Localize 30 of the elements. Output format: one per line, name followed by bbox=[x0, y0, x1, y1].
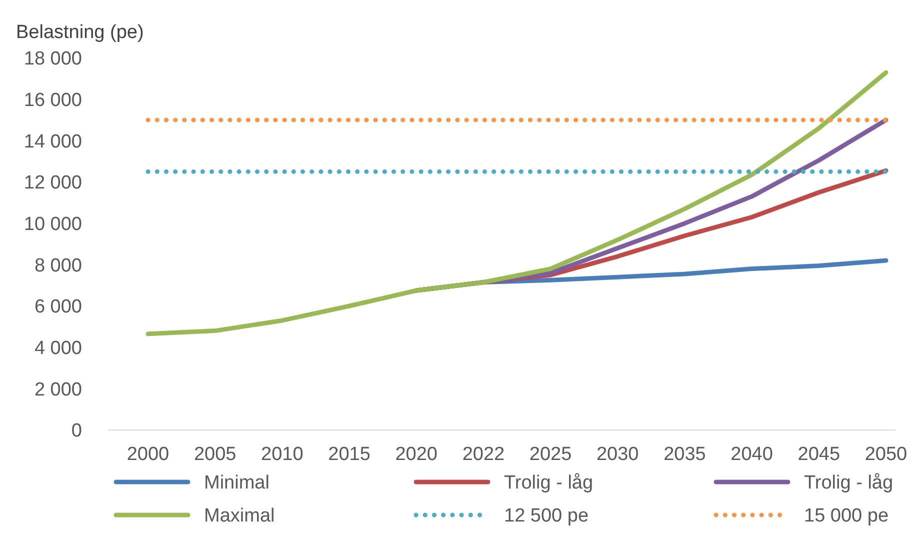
x-tick-label: 2010 bbox=[261, 444, 304, 465]
y-tick-label: 10 000 bbox=[24, 214, 82, 235]
legend-label: Maximal bbox=[204, 506, 275, 527]
x-tick-label: 2040 bbox=[730, 444, 773, 465]
y-tick-label: 8 000 bbox=[34, 255, 82, 276]
x-tick-label: 2045 bbox=[798, 444, 840, 465]
legend-label: 12 500 pe bbox=[504, 506, 589, 527]
y-axis-title: Belastning (pe) bbox=[16, 22, 144, 43]
legend-label: Minimal bbox=[204, 472, 270, 494]
y-tick-label: 4 000 bbox=[34, 338, 82, 359]
x-tick-label: 2005 bbox=[194, 444, 236, 465]
y-tick-label: 2 000 bbox=[34, 379, 82, 400]
x-tick-label: 2000 bbox=[126, 444, 170, 465]
y-tick-label: 0 bbox=[71, 420, 82, 442]
x-tick-label: 2050 bbox=[864, 444, 908, 465]
legend-label: Trolig - låg bbox=[804, 472, 894, 494]
x-tick-label: 2020 bbox=[395, 444, 438, 465]
x-tick-label: 2025 bbox=[529, 444, 572, 465]
y-tick-label: 6 000 bbox=[34, 296, 82, 318]
x-tick-label: 2030 bbox=[596, 444, 639, 465]
y-tick-label: 18 000 bbox=[24, 48, 82, 70]
legend-label: Trolig - låg bbox=[504, 472, 594, 494]
x-tick-label: 2022 bbox=[462, 444, 505, 465]
x-tick-label: 2015 bbox=[328, 444, 370, 465]
x-tick-label: 2035 bbox=[664, 444, 706, 465]
y-tick-label: 12 000 bbox=[24, 172, 82, 194]
y-tick-label: 14 000 bbox=[24, 131, 82, 152]
line-series bbox=[146, 70, 888, 336]
y-tick-label: 16 000 bbox=[24, 90, 82, 111]
legend-label: 15 000 pe bbox=[804, 506, 889, 527]
